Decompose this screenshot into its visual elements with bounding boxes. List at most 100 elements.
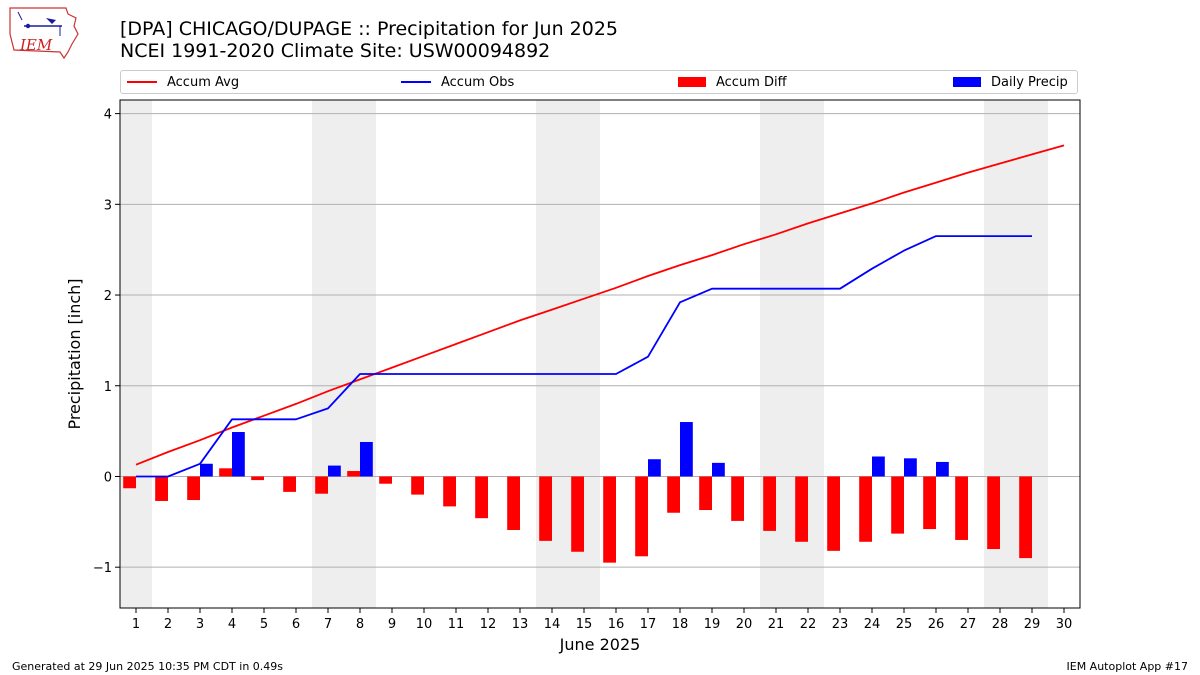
logo-text: IEM	[19, 36, 53, 54]
legend-item-accum-diff: Accum Diff	[678, 71, 787, 93]
footer-app: IEM Autoplot App #17	[1066, 660, 1189, 673]
y-tick-label: 3	[104, 198, 112, 213]
accum-diff-bar	[571, 476, 584, 552]
x-tick-label: 7	[324, 617, 332, 632]
legend-swatch-accum-diff	[678, 77, 706, 87]
accum-diff-bar	[699, 476, 712, 511]
x-tick-label: 13	[512, 617, 529, 632]
accum-diff-bar	[539, 476, 552, 541]
accum-diff-bar	[635, 476, 648, 557]
x-tick-label: 3	[196, 617, 204, 632]
x-tick-label: 23	[832, 617, 849, 632]
x-tick-label: 21	[768, 617, 785, 632]
accum-diff-bar	[987, 476, 1000, 550]
x-tick-label: 30	[1056, 617, 1073, 632]
weekend-band	[760, 100, 824, 608]
x-tick-label: 8	[356, 617, 364, 632]
x-tick-label: 16	[608, 617, 625, 632]
accum-diff-bar	[667, 476, 680, 513]
weekend-bands	[120, 100, 1048, 608]
daily-precip-bar	[328, 465, 341, 477]
gridlines	[120, 113, 1080, 568]
accum-diff-bar	[443, 476, 456, 507]
accum-diff-bar	[251, 476, 264, 481]
footer-generated: Generated at 29 Jun 2025 10:35 PM CDT in…	[12, 660, 284, 673]
accum-diff-bar	[475, 476, 488, 519]
accum-diff-bar	[955, 476, 968, 540]
x-tick-label: 19	[704, 617, 721, 632]
iem-logo: IEM	[9, 7, 79, 60]
x-tick-label: 22	[800, 617, 817, 632]
y-tick-label: −1	[93, 561, 112, 576]
y-tick-label: 2	[104, 289, 112, 304]
daily-precip-bar	[936, 461, 949, 477]
x-tick-label: 4	[228, 617, 236, 632]
accum-diff-bar	[795, 476, 808, 542]
accum-obs-line	[136, 235, 1032, 478]
accum-diff-bar	[859, 476, 872, 542]
plot-frame	[119, 99, 1081, 609]
x-tick-label: 11	[448, 617, 465, 632]
daily-precip-bar	[712, 462, 725, 477]
x-tick-label: 20	[736, 617, 753, 632]
x-tick-label: 24	[864, 617, 881, 632]
daily-precip-bar	[680, 422, 693, 477]
legend-swatch-accum-avg	[127, 81, 157, 83]
x-tick-label: 17	[640, 617, 657, 632]
accum-diff-bar	[347, 471, 360, 477]
legend-item-accum-obs: Accum Obs	[401, 71, 514, 93]
accum-diff-bar	[283, 476, 296, 492]
daily-precip-bar	[200, 463, 213, 477]
accum-diff-bar	[411, 476, 424, 495]
accum-diff-bar	[731, 476, 744, 521]
x-tick-label: 14	[544, 617, 561, 632]
accum-diff-bar	[315, 476, 328, 494]
x-tick-label: 6	[292, 617, 300, 632]
accum-diff-bar	[1019, 476, 1032, 559]
accum-diff-bars	[123, 468, 1032, 563]
chart-title: [DPA] CHICAGO/DUPAGE :: Precipitation fo…	[120, 18, 618, 40]
weekend-band	[312, 100, 376, 608]
x-tick-label: 5	[260, 617, 268, 632]
x-tick-label: 15	[576, 617, 593, 632]
weekend-band	[536, 100, 600, 608]
accum-diff-bar	[507, 476, 520, 530]
daily-precip-bar	[872, 456, 885, 477]
legend-label-accum-diff: Accum Diff	[716, 74, 787, 90]
accum-diff-bar	[923, 476, 936, 530]
daily-precip-bar	[904, 458, 917, 477]
x-tick-label: 1	[132, 617, 140, 632]
accum-diff-bar	[379, 476, 392, 484]
y-axis-label: Precipitation [inch]	[65, 278, 84, 429]
accum-diff-bar	[891, 476, 904, 534]
accum-diff-bar	[123, 476, 136, 489]
x-tick-label: 26	[928, 617, 945, 632]
weekend-band	[120, 100, 152, 608]
daily-precip-bar	[360, 441, 373, 477]
y-tick-label: 1	[104, 380, 112, 395]
x-axis-label: June 2025	[559, 635, 641, 654]
legend-swatch-daily-precip	[953, 77, 981, 87]
legend-item-daily-precip: Daily Precip	[953, 71, 1068, 93]
x-tick-label: 29	[1024, 617, 1041, 632]
x-tick-label: 12	[480, 617, 497, 632]
legend-label-accum-obs: Accum Obs	[441, 74, 515, 90]
accum-avg-line	[135, 144, 1065, 466]
daily-precip-bar	[232, 432, 245, 477]
chart-subtitle: NCEI 1991-2020 Climate Site: USW00094892	[120, 40, 551, 62]
daily-precip-bars	[200, 422, 949, 477]
accum-diff-bar	[827, 476, 840, 551]
x-tick-label: 28	[992, 617, 1009, 632]
y-tick-label: 4	[104, 108, 112, 123]
x-tick-label: 18	[672, 617, 689, 632]
accum-diff-bar	[763, 476, 776, 531]
accum-lines	[135, 144, 1065, 478]
accum-diff-bar	[187, 476, 200, 501]
legend-swatch-accum-obs	[401, 81, 431, 83]
accum-diff-bar	[603, 476, 616, 563]
accum-diff-bar	[219, 468, 232, 477]
y-tick-label: 0	[104, 470, 112, 485]
x-tick-label: 10	[416, 617, 433, 632]
